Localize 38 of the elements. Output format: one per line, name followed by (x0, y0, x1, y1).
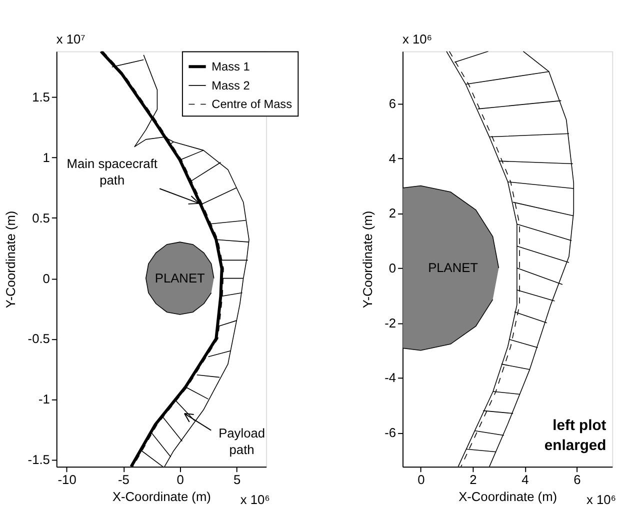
text: x 10⁶ (586, 492, 616, 508)
y-tick-label: 6 (388, 96, 396, 111)
y-axis-title: Y-Coordinate (m) (360, 210, 375, 308)
y-tick-label: 1.5 (32, 90, 50, 105)
y-tick-label: -2 (384, 315, 396, 330)
y-tick-label: 4 (388, 150, 396, 166)
y-tick-label: 0 (42, 270, 50, 286)
annotation: PLANET (428, 260, 478, 275)
x-tick-label: -10 (58, 472, 76, 487)
text: x 10⁷ (56, 31, 86, 46)
x-tick-label: 4 (522, 472, 529, 487)
x-tick-label: -5 (118, 472, 130, 487)
x-axis-title: X-Coordinate (m) (112, 488, 211, 504)
x-tick-label: 6 (574, 472, 581, 487)
y-tick-label: -4 (384, 370, 396, 386)
x-tick-label: 5 (233, 472, 241, 487)
legend-label: Mass 2 (212, 78, 250, 92)
annotation: Main spacecraft path (66, 156, 158, 188)
x-tick-label: 2 (470, 472, 477, 487)
legend-label: Centre of Mass (212, 97, 292, 112)
x-axis-title: X-Coordinate (m) (458, 488, 558, 504)
x-tick-label: 0 (176, 472, 184, 487)
annotation: Payload path (218, 425, 265, 458)
y-tick-label: 0 (388, 260, 396, 276)
text: x 10⁶ (402, 31, 432, 46)
x-tick-label: 0 (418, 472, 425, 487)
y-tick-label: -1 (38, 391, 50, 406)
y-tick-label: 1 (42, 150, 50, 166)
annotation: PLANET (154, 270, 206, 286)
y-tick-label: -6 (384, 425, 396, 440)
text: x 10⁶ (240, 492, 270, 508)
y-tick-label: 2 (388, 206, 396, 221)
y-tick-label: -1.5 (28, 452, 50, 467)
y-tick-label: 0.5 (32, 210, 50, 226)
y-tick-label: -0.5 (28, 331, 50, 346)
annotation: left plot enlarged (544, 418, 606, 454)
legend-label: Mass 1 (212, 60, 250, 74)
y-axis-title: Y-Coordinate (m) (2, 210, 18, 308)
